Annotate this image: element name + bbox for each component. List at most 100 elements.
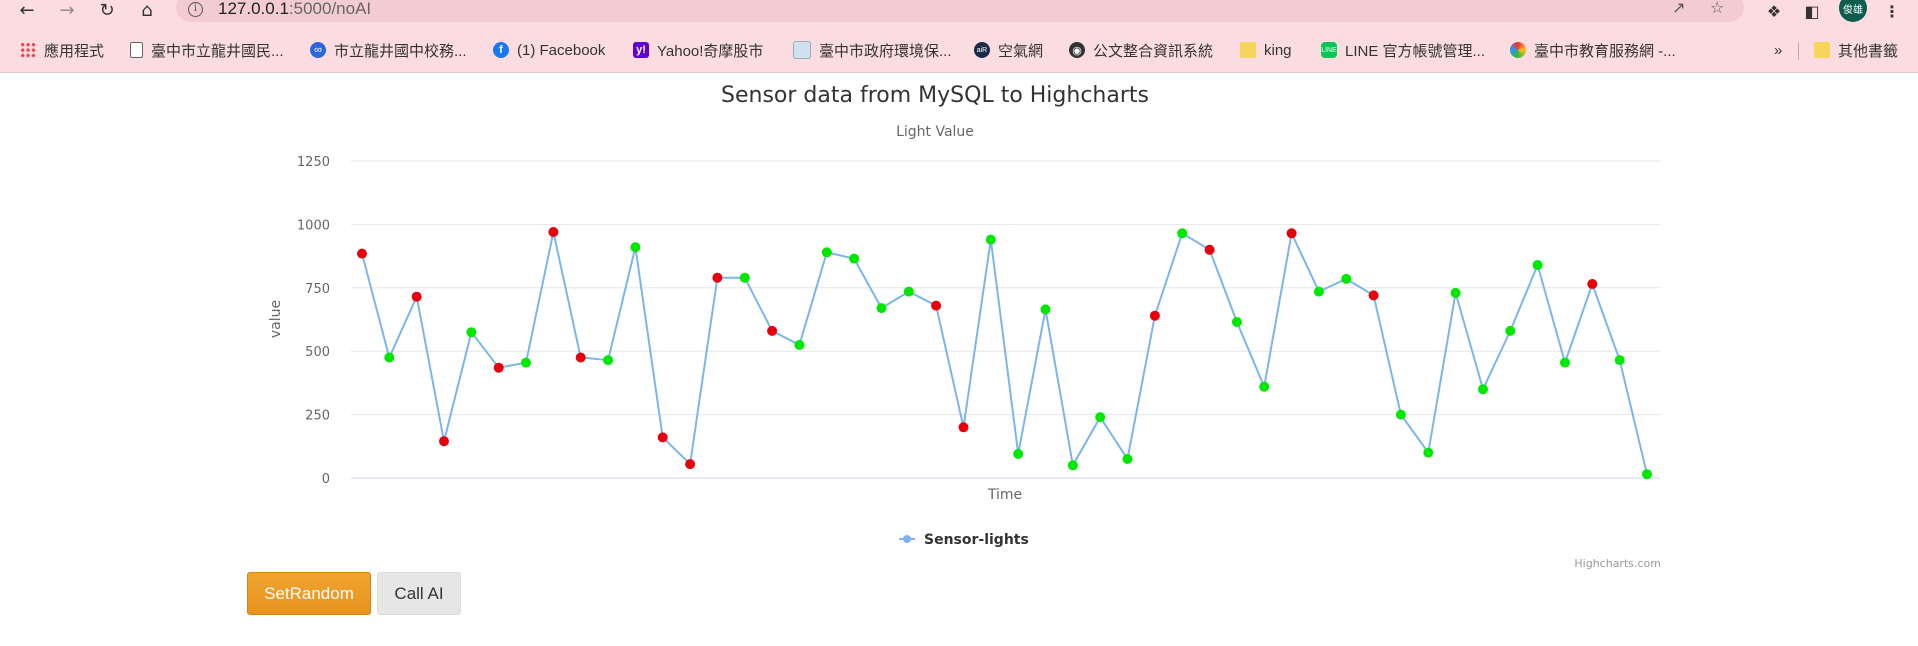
apps-icon — [20, 42, 36, 58]
bookmark-item[interactable]: ◉ 公文整合資訊系統 — [1069, 40, 1213, 60]
data-point[interactable] — [712, 272, 723, 283]
profile-avatar[interactable]: 俊雄 — [1839, 0, 1867, 22]
call-ai-button[interactable]: Call AI — [377, 572, 461, 615]
bookmark-label: 臺中市政府環境保... — [819, 42, 952, 60]
bookmark-item[interactable]: ∞ 市立龍井國中校務... — [310, 40, 467, 60]
data-point[interactable] — [521, 357, 531, 368]
bookmark-star-icon[interactable]: ☆ — [1710, 0, 1725, 17]
data-point[interactable] — [739, 272, 750, 283]
bookmark-label: king — [1264, 41, 1292, 59]
address-bar[interactable]: i 127.0.0.1:5000/noAI ↗ ☆ — [176, 0, 1744, 22]
home-icon[interactable]: ⌂ — [141, 0, 153, 21]
y-tick-label: 1000 — [297, 218, 330, 233]
more-menu-icon[interactable]: ⋮ — [1884, 1, 1900, 21]
folder-icon — [1814, 42, 1830, 58]
chart-credits-link[interactable]: Highcharts.com — [1574, 557, 1661, 570]
url-host: 127.0.0.1 — [218, 0, 289, 18]
legend-symbol-marker — [903, 535, 911, 543]
bookmark-other-folder[interactable]: 其他書籤 — [1814, 40, 1898, 60]
data-point[interactable] — [985, 234, 996, 245]
bookmark-label: 市立龍井國中校務... — [334, 42, 467, 60]
data-point[interactable] — [1341, 273, 1352, 284]
data-point[interactable] — [1040, 304, 1051, 315]
share-icon[interactable]: ↗ — [1672, 0, 1686, 17]
data-point[interactable] — [466, 327, 477, 338]
page-icon — [130, 42, 143, 58]
data-point[interactable] — [1259, 381, 1270, 392]
bookmark-item[interactable]: aiR 空氣網 — [974, 40, 1043, 60]
back-arrow-icon[interactable]: ← — [19, 0, 35, 21]
bookmarks-bar: 應用程式 臺中市立龍井國民... ∞ 市立龍井國中校務... f (1) Faceb… — [0, 36, 1918, 64]
data-point[interactable] — [1505, 325, 1516, 336]
series-line-sensor-lights[interactable] — [361, 230, 1648, 475]
data-point[interactable] — [1122, 454, 1133, 464]
data-point[interactable] — [1614, 355, 1625, 366]
bookmark-item[interactable]: 臺中市政府環境保... — [793, 40, 952, 60]
data-point[interactable] — [821, 247, 832, 258]
data-point[interactable] — [1095, 412, 1106, 423]
data-point[interactable] — [794, 339, 805, 350]
site-info-icon[interactable]: i — [188, 2, 203, 17]
data-point[interactable] — [411, 291, 422, 302]
data-point[interactable] — [1067, 460, 1078, 471]
edu-icon — [1510, 42, 1526, 58]
data-point[interactable] — [548, 227, 559, 237]
data-point[interactable] — [493, 362, 504, 373]
data-point[interactable] — [1013, 448, 1024, 459]
data-point[interactable] — [767, 325, 778, 336]
data-point[interactable] — [1286, 228, 1297, 239]
data-point[interactable] — [384, 352, 395, 363]
data-point[interactable] — [1313, 286, 1324, 297]
bookmark-item[interactable]: king — [1240, 40, 1292, 60]
data-point[interactable] — [958, 422, 969, 433]
forward-arrow-icon[interactable]: → — [59, 0, 75, 21]
bookmark-item[interactable]: y! Yahoo!奇摩股市 — [633, 40, 763, 60]
bookmark-label: Yahoo!奇摩股市 — [657, 42, 764, 60]
bookmark-apps[interactable]: 應用程式 — [20, 40, 104, 60]
data-point[interactable] — [849, 253, 860, 264]
globe-icon: ◉ — [1069, 42, 1085, 58]
url-text[interactable]: 127.0.0.1:5000/noAI — [218, 0, 371, 19]
data-point[interactable] — [1478, 384, 1488, 395]
y-axis-ticks: 0 250 500 750 1000 1250 — [297, 155, 330, 487]
data-point[interactable] — [1560, 357, 1570, 368]
data-point[interactable] — [1149, 310, 1160, 321]
data-point[interactable] — [1368, 290, 1379, 301]
data-point[interactable] — [603, 355, 614, 366]
bookmarks-overflow-chevron-icon[interactable]: » — [1774, 41, 1783, 59]
bookmarks-divider — [1798, 42, 1799, 60]
data-point[interactable] — [1395, 409, 1406, 420]
data-point[interactable] — [1231, 317, 1242, 327]
y-tick-label: 500 — [305, 345, 330, 360]
data-point[interactable] — [657, 432, 668, 443]
legend[interactable]: Sensor-lights — [899, 532, 1029, 548]
bookmark-item[interactable]: 臺中市教育服務網 -... — [1510, 40, 1676, 60]
data-point[interactable] — [575, 352, 586, 363]
bookmark-item[interactable]: 臺中市立龍井國民... — [130, 40, 284, 60]
extensions-puzzle-icon[interactable]: ❖ — [1766, 1, 1782, 21]
data-point[interactable] — [357, 248, 367, 259]
chart-container: Sensor data from MySQL to Highcharts Lig… — [0, 73, 1918, 573]
data-point[interactable] — [685, 459, 696, 470]
data-point[interactable] — [1423, 447, 1434, 458]
data-point[interactable] — [1587, 279, 1598, 289]
data-point[interactable] — [1532, 260, 1543, 270]
browser-chrome: ← → ↻ ⌂ i 127.0.0.1:5000/noAI ↗ ☆ ❖ ◧ 俊雄… — [0, 0, 1918, 73]
data-point[interactable] — [439, 436, 449, 447]
data-point[interactable] — [630, 242, 641, 253]
reload-icon[interactable]: ↻ — [99, 0, 115, 21]
bookmark-item[interactable]: f (1) Facebook — [493, 40, 605, 60]
data-point[interactable] — [1642, 469, 1652, 480]
data-point[interactable] — [1177, 228, 1188, 239]
data-point[interactable] — [903, 286, 914, 297]
data-point[interactable] — [931, 300, 942, 311]
bookmark-item[interactable]: LINE LINE 官方帳號管理... — [1321, 40, 1485, 60]
line-icon: LINE — [1321, 42, 1337, 58]
data-point[interactable] — [1204, 244, 1215, 255]
yahoo-icon: y! — [633, 42, 649, 58]
data-point[interactable] — [876, 303, 887, 314]
data-point[interactable] — [1450, 287, 1461, 298]
legend-item-sensor-lights[interactable]: Sensor-lights — [924, 532, 1029, 548]
set-random-button[interactable]: SetRandom — [247, 572, 371, 615]
side-panel-icon[interactable]: ◧ — [1804, 1, 1820, 21]
